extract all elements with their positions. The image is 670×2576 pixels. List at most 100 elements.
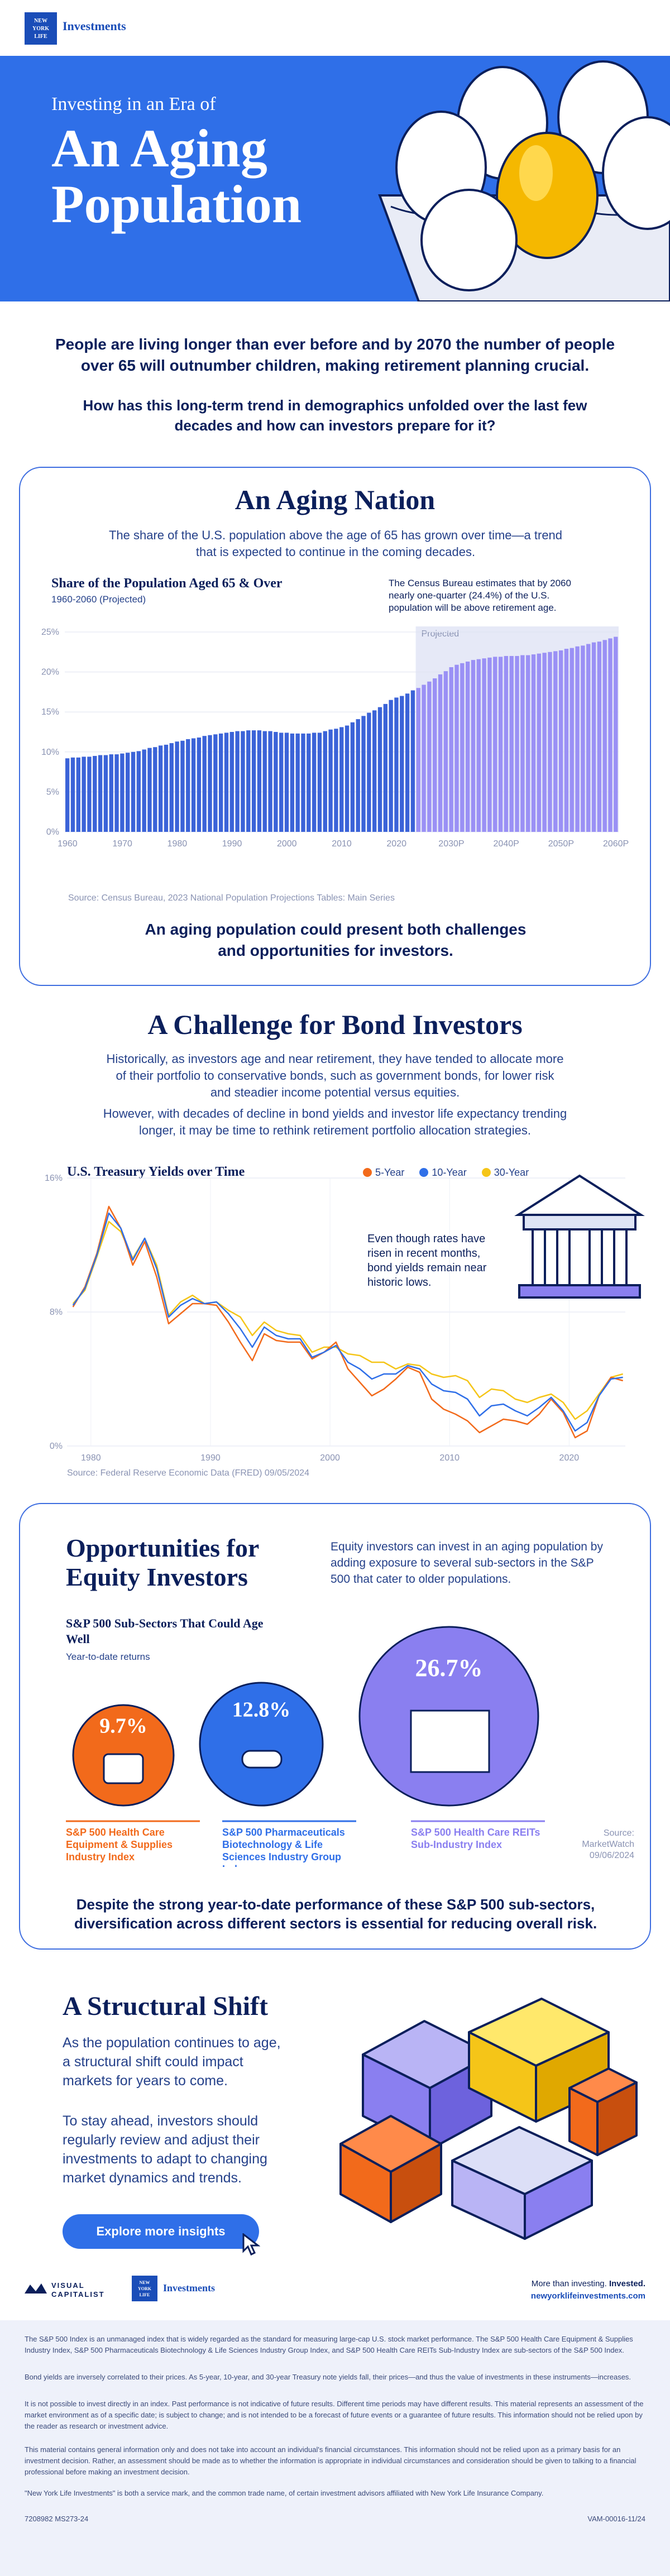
brand-name: Investments	[63, 19, 126, 33]
bar	[515, 655, 519, 832]
visual-capitalist-logo[interactable]: VISUAL CAPITALIST	[25, 2279, 119, 2305]
structural-paragraph-2: To stay ahead, investors should regularl…	[63, 2113, 267, 2186]
legend-dot	[481, 1168, 491, 1177]
return-value-label: 26.7%	[415, 1654, 483, 1682]
legend-item-10yr: 10-Year	[419, 1167, 467, 1178]
bar	[344, 725, 350, 832]
explore-insights-button[interactable]: Explore more insights	[63, 2214, 259, 2249]
legend-item-30yr: 30-Year	[481, 1167, 529, 1178]
bar	[548, 652, 552, 832]
bar	[164, 744, 169, 832]
projected-label: Projected	[422, 629, 460, 639]
bar	[202, 736, 207, 832]
y-tick-label: 0%	[46, 827, 59, 837]
equity-description: Equity investors can invest in an aging …	[331, 1540, 603, 1586]
bar	[564, 649, 569, 832]
bar	[251, 730, 256, 832]
bar	[553, 651, 558, 832]
tagline-emphasis: Invested.	[609, 2279, 645, 2288]
bar	[180, 740, 185, 832]
hero-title-line2: Population	[51, 174, 302, 234]
equity-chart-title: S&P 500 Sub-Sectors That Could Age Well	[66, 1616, 264, 1646]
bar	[498, 657, 503, 832]
bar	[158, 745, 163, 832]
bar	[471, 660, 476, 832]
bar	[454, 664, 459, 832]
bar	[614, 636, 618, 832]
bar	[449, 667, 453, 832]
y-tick-label: 10%	[41, 748, 59, 757]
bar	[394, 697, 399, 832]
bar	[427, 681, 432, 832]
bar	[191, 738, 196, 832]
bar	[537, 653, 541, 832]
return-value-label: 12.8%	[232, 1698, 291, 1722]
vc-line1: VISUAL	[51, 2281, 85, 2290]
bar	[235, 731, 240, 832]
equity-chart-subtitle: Year-to-date returns	[66, 1651, 150, 1662]
footer-logo-box: NEW YORK LIFE	[132, 2276, 157, 2301]
x-tick-label: 1970	[112, 839, 132, 849]
bar	[433, 678, 437, 832]
disclosure-note: "New York Life Investments" is both a se…	[25, 2489, 544, 2497]
footer-url[interactable]: newyorklifeinvestments.com	[530, 2291, 645, 2301]
bar	[493, 657, 497, 832]
logo-line: LIFE	[34, 33, 47, 40]
footer-tagline: More than investing. Invested.	[469, 2279, 645, 2288]
series-line	[72, 1212, 623, 1432]
intro-statement: People are living longer than ever befor…	[55, 336, 615, 374]
population-bar-chart: Projected 0% 5% 10% 15% 20% 25% 1960 1970 1980 199…	[41, 626, 629, 849]
structural-title: A Structural Shift	[63, 1991, 269, 2021]
disclosures: The S&P 500 Index is an unmanaged index …	[0, 2320, 670, 2576]
bar	[597, 641, 602, 832]
disclosure-note: It is not possible to invest directly in…	[25, 2400, 644, 2430]
bar	[400, 696, 404, 832]
bar	[509, 655, 514, 832]
hero-subtitle: Investing in an Era of	[51, 94, 216, 114]
bar	[526, 655, 530, 832]
bar	[372, 710, 377, 832]
bar	[460, 663, 465, 832]
bar	[186, 739, 190, 832]
bar	[131, 751, 136, 832]
equity-title-line1: Opportunities for	[66, 1534, 260, 1562]
x-tick-label: 1990	[200, 1453, 221, 1463]
category-label: S&P 500 Pharmaceuticals	[222, 1827, 345, 1838]
bar	[476, 659, 481, 832]
bond-section-title: A Challenge for Bond Investors	[147, 1009, 523, 1040]
category-label: S&P 500 Health Care REITs	[411, 1827, 540, 1838]
bar	[197, 738, 202, 832]
category-label: Index	[222, 1864, 248, 1867]
bar	[356, 719, 360, 832]
disclosure-code-left: 7208982 MS273-24	[25, 2515, 89, 2523]
x-tick-label: 2040P	[494, 839, 519, 849]
bar	[213, 734, 218, 832]
equity-title-line2: Equity Investors	[66, 1563, 248, 1591]
bar	[257, 730, 262, 832]
section-title: An Aging Nation	[234, 484, 436, 515]
building-blocks-illustration	[339, 1998, 638, 2240]
bar	[109, 754, 113, 832]
bar	[169, 743, 174, 832]
bar	[136, 751, 141, 832]
bond-paragraph-2: However, with decades of decline in bond…	[103, 1107, 567, 1137]
bar	[377, 707, 382, 832]
bar	[307, 733, 311, 832]
chart-annotation: The Census Bureau estimates that by 2060…	[389, 578, 571, 613]
legend-label: 10-Year	[432, 1167, 467, 1178]
bar	[114, 754, 119, 832]
footer-nyl-logo[interactable]: NEW YORK LIFE Investments	[132, 2276, 232, 2302]
legend-item-5yr: 5-Year	[363, 1167, 404, 1178]
logo-line: NEW	[34, 18, 47, 24]
chart-title: Share of the Population Aged 65 & Over	[51, 576, 283, 591]
bar	[262, 731, 267, 832]
x-tick-label: 2020	[386, 839, 406, 849]
bar	[416, 688, 420, 832]
equity-card: Opportunities for Equity Investors Equit…	[19, 1503, 651, 1950]
vc-line2: CAPITALIST	[51, 2290, 105, 2299]
category-label: S&P 500 Health Care	[66, 1827, 165, 1838]
new-york-life-logo[interactable]: NEW YORK LIFE	[25, 12, 57, 45]
tagline-text: More than investing.	[531, 2279, 609, 2288]
intro-question: How has this long-term trend in demograp…	[83, 397, 587, 434]
x-tick-label: 2000	[320, 1453, 340, 1463]
